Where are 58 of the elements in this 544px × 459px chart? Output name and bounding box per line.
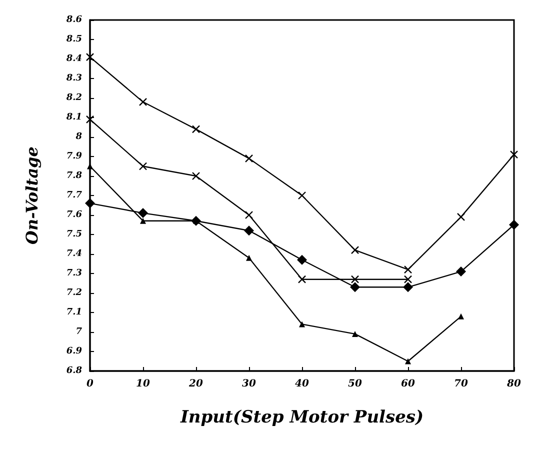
y-tick-label: 7.2 <box>66 288 82 298</box>
point <box>350 282 360 292</box>
x-tick-label: 20 <box>188 378 203 390</box>
point <box>192 172 200 180</box>
x-tick-label: 80 <box>506 378 521 390</box>
y-tick-label: 7.9 <box>66 152 83 162</box>
y-tick-label: 7.5 <box>66 230 82 240</box>
point <box>405 358 411 364</box>
point <box>86 52 94 62</box>
x-tick-label: 30 <box>242 378 256 390</box>
point <box>350 275 360 284</box>
x-tick-label: 0 <box>86 378 94 390</box>
y-tick-label: 8.6 <box>65 15 83 25</box>
point <box>244 226 254 236</box>
point <box>403 282 413 292</box>
y-tick-label: 7 <box>76 327 83 337</box>
y-tick-label: 7.7 <box>66 190 83 200</box>
point <box>458 313 464 320</box>
point <box>138 162 148 170</box>
y-tick-label: 8.5 <box>65 34 82 44</box>
point <box>456 212 466 222</box>
x-tick-label: 60 <box>401 378 415 390</box>
x-axis-title: Input(Step Motor Pulses) <box>179 408 424 428</box>
point <box>509 220 519 230</box>
point <box>138 208 148 218</box>
y-tick-label: 7.4 <box>66 249 82 259</box>
y-tick-label: 6.9 <box>66 346 83 356</box>
point <box>85 198 95 208</box>
point <box>138 98 148 106</box>
point <box>352 330 358 337</box>
point <box>456 266 466 277</box>
point <box>298 275 306 284</box>
y-tick-label: 7.6 <box>66 210 83 220</box>
y-axis-title: On-Voltage <box>22 146 42 244</box>
x-tick-label: 10 <box>136 378 150 390</box>
y-tick-label: 7.3 <box>66 268 82 278</box>
x-tick-label: 40 <box>295 378 309 390</box>
point <box>510 150 518 159</box>
y-tick-label: 8.2 <box>65 93 82 103</box>
point <box>244 210 254 220</box>
x-tick-label: 70 <box>454 378 468 390</box>
point <box>350 246 360 254</box>
point <box>192 125 200 134</box>
y-tick-label: 8.1 <box>65 112 82 122</box>
y-tick-label: 8.3 <box>65 74 82 84</box>
y-tick-label: 8.4 <box>65 54 82 64</box>
y-tick-label: 8 <box>74 132 83 142</box>
point <box>297 254 307 265</box>
point <box>140 218 146 224</box>
y-tick-label: 6.8 <box>66 366 83 376</box>
point <box>86 115 94 124</box>
point <box>298 191 306 200</box>
x-tick-label: 50 <box>348 378 362 390</box>
y-tick-label: 7.1 <box>66 308 82 318</box>
point <box>244 154 254 163</box>
point <box>246 254 252 261</box>
point <box>299 321 305 328</box>
y-tick-label: 7.8 <box>66 171 83 181</box>
